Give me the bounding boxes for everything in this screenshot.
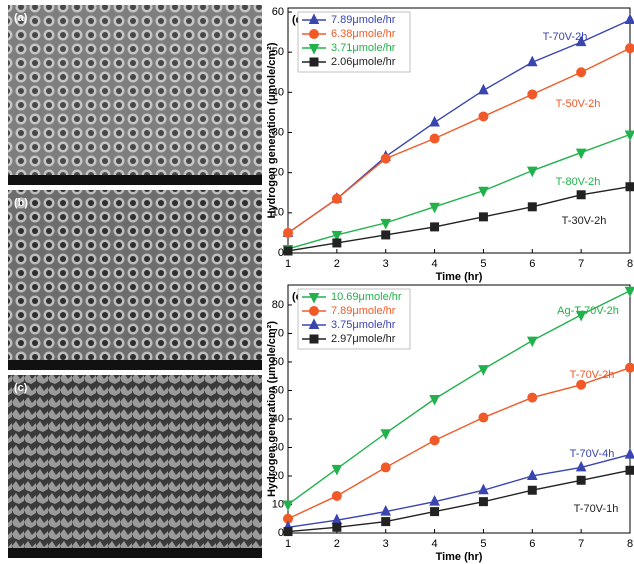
marker bbox=[430, 117, 439, 126]
marker bbox=[310, 30, 319, 39]
marker bbox=[284, 528, 292, 536]
x-axis-label: Time (hr) bbox=[436, 551, 483, 563]
y-tick-label: 80 bbox=[272, 299, 284, 311]
marker bbox=[382, 518, 390, 526]
marker bbox=[284, 501, 293, 510]
x-axis-label: Time (hr) bbox=[436, 271, 483, 283]
marker bbox=[528, 393, 537, 402]
y-tick-label: 0 bbox=[278, 247, 284, 259]
legend-label: 10.69μmole/hr bbox=[331, 291, 402, 303]
marker bbox=[528, 337, 537, 346]
marker bbox=[479, 498, 487, 506]
marker bbox=[626, 15, 634, 24]
marker bbox=[479, 112, 488, 121]
marker bbox=[577, 380, 586, 389]
x-tick-label: 8 bbox=[627, 538, 633, 550]
x-tick-label: 5 bbox=[480, 258, 486, 270]
marker bbox=[381, 463, 390, 472]
marker bbox=[430, 436, 439, 445]
x-tick-label: 1 bbox=[285, 258, 291, 270]
x-tick-label: 3 bbox=[383, 538, 389, 550]
sem-image-b bbox=[8, 190, 262, 370]
marker bbox=[333, 239, 341, 247]
sem-image-c bbox=[8, 375, 262, 558]
series-annotation: T-50V-2h bbox=[556, 98, 601, 110]
marker bbox=[284, 228, 293, 237]
series bbox=[284, 449, 634, 531]
x-tick-label: 8 bbox=[627, 258, 633, 270]
series bbox=[284, 466, 634, 535]
marker bbox=[528, 486, 536, 494]
marker bbox=[284, 247, 292, 255]
legend-label: 3.71μmole/hr bbox=[331, 42, 396, 54]
series bbox=[284, 363, 634, 523]
legend-label: 7.89μmole/hr bbox=[331, 305, 396, 317]
legend-label: 2.06μmole/hr bbox=[331, 56, 396, 68]
x-tick-label: 6 bbox=[529, 258, 535, 270]
marker bbox=[626, 363, 634, 372]
legend-label: 3.75μmole/hr bbox=[331, 319, 396, 331]
x-tick-label: 6 bbox=[529, 538, 535, 550]
marker bbox=[626, 183, 634, 191]
marker bbox=[310, 58, 318, 66]
legend-label: 7.89μmole/hr bbox=[331, 14, 396, 26]
y-axis-label: Hydrogen generation (μmole/cm²) bbox=[266, 321, 278, 497]
marker bbox=[310, 307, 319, 316]
y-tick-label: 10 bbox=[272, 498, 284, 510]
series-annotation: Ag-T-70V-2h bbox=[557, 305, 619, 317]
marker bbox=[332, 491, 341, 500]
marker bbox=[332, 194, 341, 203]
marker bbox=[577, 68, 586, 77]
series-annotation: T-70V-2h bbox=[543, 31, 588, 43]
marker bbox=[431, 508, 439, 516]
series bbox=[284, 44, 634, 238]
series-annotation: T-70V-2h bbox=[570, 369, 615, 381]
series-annotation: T-70V-1h bbox=[574, 503, 619, 515]
marker bbox=[332, 465, 341, 474]
panel-label: (c) bbox=[14, 382, 28, 394]
marker bbox=[381, 430, 390, 439]
marker bbox=[430, 396, 439, 405]
x-tick-label: 1 bbox=[285, 538, 291, 550]
marker bbox=[479, 413, 488, 422]
marker bbox=[479, 85, 488, 94]
x-tick-label: 2 bbox=[334, 258, 340, 270]
x-tick-label: 4 bbox=[432, 258, 438, 270]
x-tick-label: 2 bbox=[334, 538, 340, 550]
x-tick-label: 4 bbox=[432, 538, 438, 550]
marker bbox=[381, 154, 390, 163]
marker bbox=[382, 231, 390, 239]
marker bbox=[333, 523, 341, 531]
marker bbox=[479, 366, 488, 375]
series-annotation: T-30V-2h bbox=[562, 215, 607, 227]
marker bbox=[577, 476, 585, 484]
x-tick-label: 5 bbox=[480, 538, 486, 550]
marker bbox=[528, 203, 536, 211]
y-tick-label: 60 bbox=[272, 6, 284, 18]
marker bbox=[310, 335, 318, 343]
x-tick-label: 3 bbox=[383, 258, 389, 270]
x-tick-label: 7 bbox=[578, 538, 584, 550]
marker bbox=[626, 44, 634, 53]
figure: (a) (b) (c) 123456780102030405060Time (h… bbox=[0, 0, 634, 564]
legend-label: 6.38μmole/hr bbox=[331, 28, 396, 40]
panel-label: (b) bbox=[14, 197, 28, 209]
y-axis-label: Hydrogen generation (μmole/cm²) bbox=[266, 42, 278, 218]
sem-image-a bbox=[8, 5, 262, 185]
series-annotation: T-80V-2h bbox=[556, 176, 601, 188]
marker bbox=[577, 191, 585, 199]
x-tick-label: 7 bbox=[578, 258, 584, 270]
marker bbox=[479, 213, 487, 221]
legend-label: 2.97μmole/hr bbox=[331, 333, 396, 345]
panel-label: (a) bbox=[14, 12, 28, 24]
marker bbox=[528, 90, 537, 99]
marker bbox=[431, 223, 439, 231]
marker bbox=[430, 134, 439, 143]
marker bbox=[626, 466, 634, 474]
series-annotation: T-70V-4h bbox=[570, 448, 615, 460]
y-tick-label: 0 bbox=[278, 527, 284, 539]
marker bbox=[626, 449, 634, 458]
